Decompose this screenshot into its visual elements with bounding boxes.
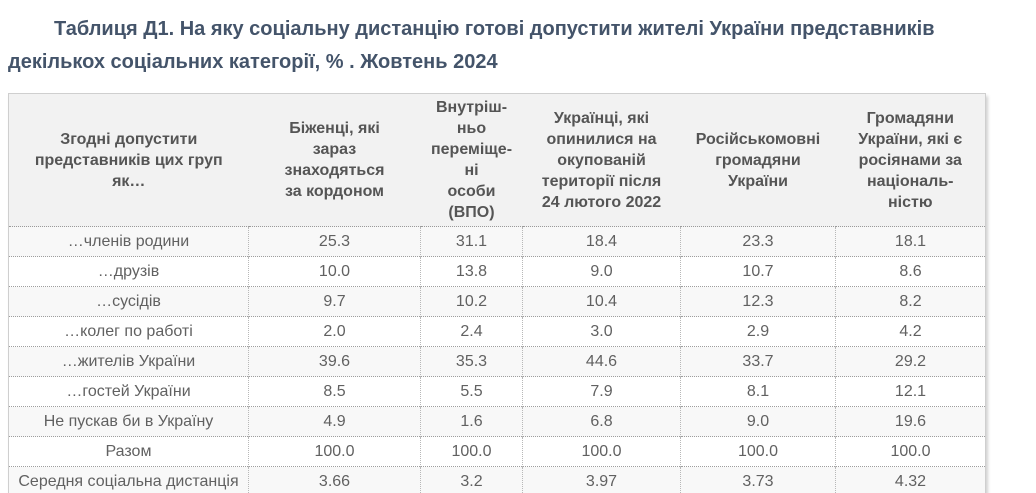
table-header: Згодні допустити представників цих груп … [8,93,986,227]
table-title: Таблиця Д1. На яку соціальну дистанцію г… [8,18,935,73]
header-col-occupied-territory: Українці, які опинилися на окупованій те… [522,93,681,227]
row-label: Разом [8,436,249,467]
row-label: …жителів України [8,346,249,377]
cell-value: 100.0 [680,436,836,467]
table-row-average-distance: Середня соціальна дистанція 3.66 3.2 3.9… [8,466,986,493]
cell-value: 10.4 [522,286,681,317]
cell-value: 4.9 [248,406,421,437]
cell-value: 7.9 [522,376,681,407]
cell-value: 13.8 [420,256,523,287]
row-label: …колег по работі [8,316,249,347]
header-col-refugees-abroad: Біженці, які зараз знаходяться за кордон… [248,93,421,227]
table-body: …членів родини 25.3 31.1 18.4 23.3 18.1 … [8,226,986,493]
cell-value: 18.1 [835,226,986,257]
table-row-not-allow: Не пускав би в Україну 4.9 1.6 6.8 9.0 1… [8,406,986,437]
header-col-ethnic-russians: Громадяни України, які є росіянами за на… [835,93,986,227]
cell-value: 3.66 [248,466,421,493]
cell-value: 6.8 [522,406,681,437]
cell-value: 33.7 [680,346,836,377]
cell-value: 8.2 [835,286,986,317]
table-row-family: …членів родини 25.3 31.1 18.4 23.3 18.1 [8,226,986,257]
cell-value: 39.6 [248,346,421,377]
cell-value: 3.2 [420,466,523,493]
cell-value: 8.5 [248,376,421,407]
header-col-idp: Внутріш- ньо переміще-ні особи (ВПО) [420,93,523,227]
header-row-group-label: Згодні допустити представників цих груп … [8,93,249,227]
cell-value: 3.97 [522,466,681,493]
cell-value: 10.2 [420,286,523,317]
cell-value: 8.6 [835,256,986,287]
cell-value: 100.0 [522,436,681,467]
cell-value: 9.0 [680,406,836,437]
cell-value: 29.2 [835,346,986,377]
table-row-neighbors: …сусідів 9.7 10.2 10.4 12.3 8.2 [8,286,986,317]
cell-value: 12.1 [835,376,986,407]
cell-value: 100.0 [420,436,523,467]
cell-value: 5.5 [420,376,523,407]
row-label: Не пускав би в Україну [8,406,249,437]
cell-value: 10.0 [248,256,421,287]
cell-value: 9.7 [248,286,421,317]
cell-value: 1.6 [420,406,523,437]
cell-value: 4.32 [835,466,986,493]
cell-value: 3.0 [522,316,681,347]
row-label: …членів родини [67,232,190,250]
cell-value: 9.0 [522,256,681,287]
cell-value: 19.6 [835,406,986,437]
cell-value: 3.73 [680,466,836,493]
cell-value: 12.3 [680,286,836,317]
cell-value: 2.4 [420,316,523,347]
cell-value: 2.0 [248,316,421,347]
header-col-russian-speaking: Російськомовні громадяни України [680,93,836,227]
row-label: Середня соціальна дистанція [8,466,249,493]
row-label: …друзів [8,256,249,287]
table-row-residents: …жителів України 39.6 35.3 44.6 33.7 29.… [8,346,986,377]
cell-value: 4.2 [835,316,986,347]
table-row-total: Разом 100.0 100.0 100.0 100.0 100.0 [8,436,986,467]
cell-value: 2.9 [680,316,836,347]
cell-value: 18.4 [522,226,681,257]
cell-value: 44.6 [522,346,681,377]
cell-value: 10.7 [680,256,836,287]
header-row: Згодні допустити представників цих груп … [8,93,986,227]
social-distance-table: Згодні допустити представників цих груп … [8,93,986,493]
cell-value: 100.0 [248,436,421,467]
cell-value: 25.3 [248,226,421,257]
row-label: …сусідів [8,286,249,317]
row-label: …гостей України [8,376,249,407]
table-row-friends: …друзів 10.0 13.8 9.0 10.7 8.6 [8,256,986,287]
table-row-colleagues: …колег по работі 2.0 2.4 3.0 2.9 4.2 [8,316,986,347]
cell-value: 23.3 [680,226,836,257]
table-row-guests: …гостей України 8.5 5.5 7.9 8.1 12.1 [8,376,986,407]
cell-value: 35.3 [420,346,523,377]
cell-value: 100.0 [835,436,986,467]
cell-value: 8.1 [680,376,836,407]
cell-value: 31.1 [420,226,523,257]
